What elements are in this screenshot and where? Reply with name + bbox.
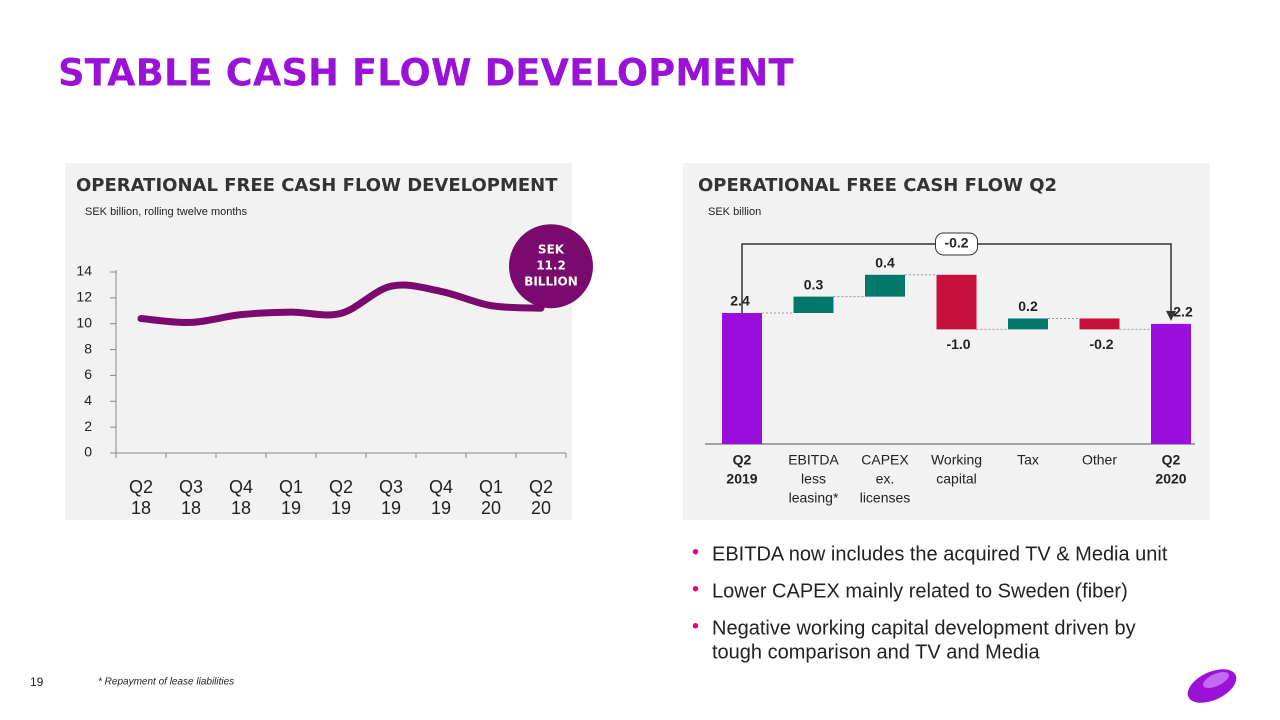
chart-subtitle: SEK billion [708,206,761,218]
footnote: * Repayment of lease liabilities [98,677,234,688]
x-tick-label: less [801,471,826,487]
chart-title: OPERATIONAL FREE CASH FLOW Q2 [698,175,1057,196]
x-tick-label: capital [936,471,976,487]
x-tick-label: Working [931,452,982,468]
x-tick-label: 19 [381,498,401,518]
value-label: 2.4 [730,293,750,309]
x-tick-label: Other [1082,452,1117,468]
page-number: 19 [30,675,44,689]
annotation-text: -0.2 [944,235,968,251]
bar [936,274,977,330]
x-tick-label: Q1 [279,477,303,497]
x-tick-label: 2019 [726,471,757,487]
x-tick-label: 19 [281,498,301,518]
value-label: 2.2 [1173,304,1193,320]
bar [722,313,762,444]
value-label: 0.2 [1018,298,1038,314]
x-tick-label: Tax [1017,452,1039,468]
y-tick-label: 14 [76,263,92,279]
value-label: 0.3 [804,276,824,292]
x-tick-label: Q3 [179,477,203,497]
value-label: 0.4 [875,254,895,270]
y-tick-label: 10 [76,314,92,330]
bullet-text: tough comparison and TV and Media [712,641,1040,663]
chart-title: OPERATIONAL FREE CASH FLOW DEVELOPMENT [76,175,558,196]
x-tick-label: 18 [181,498,201,518]
x-tick-label: 19 [331,498,351,518]
value-label: -0.2 [1089,336,1113,352]
left-panel [65,163,572,520]
x-tick-label: Q2 [129,477,153,497]
bullet-dot: • [692,541,699,563]
bar [793,296,834,313]
x-tick-label: Q1 [479,477,503,497]
y-tick-label: 2 [84,418,92,434]
chart-subtitle: SEK billion, rolling twelve months [85,206,248,218]
x-tick-label: 20 [481,498,501,518]
x-tick-label: Q4 [229,477,253,497]
data-line [137,281,545,326]
bar [1008,318,1048,330]
bar [1151,323,1191,444]
x-tick-label: CAPEX [861,452,909,468]
x-tick-label: Q2 [529,477,553,497]
annotation-bubble [509,224,593,309]
slide-title: STABLE CASH FLOW DEVELOPMENT [58,52,794,95]
y-tick-label: 6 [84,366,92,382]
x-tick-label: 2020 [1155,471,1186,487]
x-tick-label: EBITDA [788,452,839,468]
x-tick-label: Q2 [1162,452,1181,468]
bullet-dot: • [692,615,699,637]
logo [1187,669,1237,703]
bar [865,274,905,297]
bullet-text: Negative working capital development dri… [712,617,1136,639]
x-tick-label: ex. [876,471,895,487]
x-tick-label: leasing* [789,490,839,506]
x-tick-label: Q4 [429,477,453,497]
value-label: -1.0 [946,336,970,352]
x-tick-label: 18 [231,498,251,518]
x-tick-label: Q2 [329,477,353,497]
x-tick-label: 19 [431,498,451,518]
x-tick-label: 18 [131,498,151,518]
bullet-text: Lower CAPEX mainly related to Sweden (fi… [712,580,1128,602]
annotation-text: 11.2 [536,259,566,273]
bar [1079,318,1120,330]
y-tick-label: 0 [84,444,92,460]
annotation-box [935,232,978,256]
right-panel [683,163,1210,520]
y-tick-label: 12 [76,289,92,305]
x-tick-label: licenses [860,490,911,506]
annotation-text: BILLION [524,275,578,289]
x-tick-label: 20 [531,498,551,518]
annotation-text: SEK [538,243,565,257]
y-tick-label: 8 [84,340,92,356]
x-tick-label: Q3 [379,477,403,497]
bullet-text: EBITDA now includes the acquired TV & Me… [712,543,1168,565]
x-tick-label: Q2 [733,452,752,468]
y-tick-label: 4 [84,392,92,408]
bracket-arrow [1166,310,1176,321]
bullet-dot: • [692,578,699,600]
